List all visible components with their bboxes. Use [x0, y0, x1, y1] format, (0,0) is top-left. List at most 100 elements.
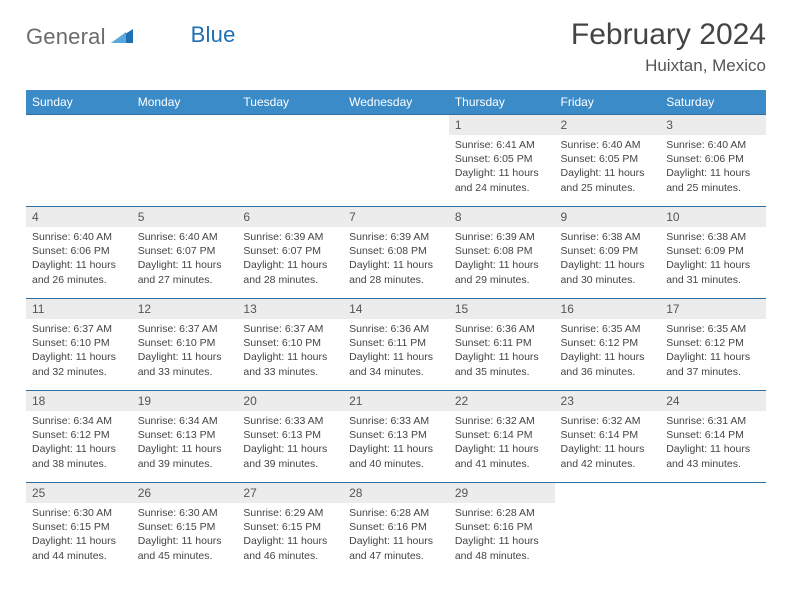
calendar-day-cell: . [237, 115, 343, 207]
day-number: 18 [26, 391, 132, 411]
day-number: 17 [660, 299, 766, 319]
calendar-day-cell: 13Sunrise: 6:37 AMSunset: 6:10 PMDayligh… [237, 299, 343, 391]
sunrise-text: Sunrise: 6:40 AM [138, 230, 232, 244]
day-number: 8 [449, 207, 555, 227]
day-info: Sunrise: 6:34 AMSunset: 6:12 PMDaylight:… [26, 411, 132, 475]
sunset-text: Sunset: 6:14 PM [561, 428, 655, 442]
sunset-text: Sunset: 6:16 PM [349, 520, 443, 534]
sunset-text: Sunset: 6:05 PM [455, 152, 549, 166]
day-info: Sunrise: 6:33 AMSunset: 6:13 PMDaylight:… [343, 411, 449, 475]
calendar-day-cell: 16Sunrise: 6:35 AMSunset: 6:12 PMDayligh… [555, 299, 661, 391]
day-number: 20 [237, 391, 343, 411]
daylight-text: Daylight: 11 hours and 26 minutes. [32, 258, 126, 286]
title-block: February 2024 Huixtan, Mexico [571, 18, 766, 76]
sunset-text: Sunset: 6:08 PM [349, 244, 443, 258]
day-of-week-header: Sunday Monday Tuesday Wednesday Thursday… [26, 90, 766, 115]
sunset-text: Sunset: 6:07 PM [243, 244, 337, 258]
sunrise-text: Sunrise: 6:30 AM [32, 506, 126, 520]
sunset-text: Sunset: 6:10 PM [138, 336, 232, 350]
day-info: Sunrise: 6:31 AMSunset: 6:14 PMDaylight:… [660, 411, 766, 475]
daylight-text: Daylight: 11 hours and 45 minutes. [138, 534, 232, 562]
sunrise-text: Sunrise: 6:34 AM [32, 414, 126, 428]
day-info: Sunrise: 6:36 AMSunset: 6:11 PMDaylight:… [449, 319, 555, 383]
calendar-week-row: 11Sunrise: 6:37 AMSunset: 6:10 PMDayligh… [26, 299, 766, 391]
sunrise-text: Sunrise: 6:37 AM [32, 322, 126, 336]
calendar-day-cell: 8Sunrise: 6:39 AMSunset: 6:08 PMDaylight… [449, 207, 555, 299]
sunset-text: Sunset: 6:08 PM [455, 244, 549, 258]
brand-name-1: General [26, 24, 106, 50]
day-number: 25 [26, 483, 132, 503]
sunset-text: Sunset: 6:13 PM [243, 428, 337, 442]
calendar-day-cell: 28 Sunrise: 6:28 AMSunset: 6:16 PMDayligh… [343, 483, 449, 575]
daylight-text: Daylight: 11 hours and 47 minutes. [349, 534, 443, 562]
daylight-text: Daylight: 11 hours and 29 minutes. [455, 258, 549, 286]
sunset-text: Sunset: 6:12 PM [666, 336, 760, 350]
day-number: 1 [449, 115, 555, 135]
day-number: 26 [132, 483, 238, 503]
sunset-text: Sunset: 6:06 PM [32, 244, 126, 258]
day-info: Sunrise: 6:28 AMSunset: 6:16 PMDaylight:… [449, 503, 555, 567]
day-info: Sunrise: 6:39 AMSunset: 6:08 PMDaylight:… [449, 227, 555, 291]
calendar-day-cell: 2Sunrise: 6:40 AMSunset: 6:05 PMDaylight… [555, 115, 661, 207]
sunset-text: Sunset: 6:14 PM [455, 428, 549, 442]
calendar-day-cell: 29Sunrise: 6:28 AMSunset: 6:16 PMDayligh… [449, 483, 555, 575]
sunrise-text: Sunrise: 6:34 AM [138, 414, 232, 428]
sunrise-text: Sunrise: 6:37 AM [243, 322, 337, 336]
daylight-text: Daylight: 11 hours and 25 minutes. [666, 166, 760, 194]
calendar-day-cell: . [26, 115, 132, 207]
sunset-text: Sunset: 6:11 PM [455, 336, 549, 350]
sunrise-text: Sunrise: 6:40 AM [561, 138, 655, 152]
day-number: 21 [343, 391, 449, 411]
day-number: 11 [26, 299, 132, 319]
sunrise-text: Sunrise: 6:35 AM [561, 322, 655, 336]
day-info: Sunrise: 6:39 AMSunset: 6:07 PMDaylight:… [237, 227, 343, 291]
sunrise-text: Sunrise: 6:29 AM [243, 506, 337, 520]
calendar-day-cell: 21Sunrise: 6:33 AMSunset: 6:13 PMDayligh… [343, 391, 449, 483]
day-number: 4 [26, 207, 132, 227]
day-number: 10 [660, 207, 766, 227]
dow-sunday: Sunday [26, 90, 132, 115]
dow-tuesday: Tuesday [237, 90, 343, 115]
day-info: Sunrise: 6:36 AMSunset: 6:11 PMDaylight:… [343, 319, 449, 383]
calendar-day-cell: . [343, 115, 449, 207]
sunrise-text: Sunrise: 6:31 AM [666, 414, 760, 428]
day-number: 28 [343, 483, 449, 503]
calendar-day-cell: 5Sunrise: 6:40 AMSunset: 6:07 PMDaylight… [132, 207, 238, 299]
sunset-text: Sunset: 6:13 PM [138, 428, 232, 442]
calendar-week-row: 4Sunrise: 6:40 AMSunset: 6:06 PMDaylight… [26, 207, 766, 299]
brand-name-2: Blue [191, 22, 236, 48]
sunrise-text: Sunrise: 6:33 AM [349, 414, 443, 428]
sunrise-text: Sunrise: 6:30 AM [138, 506, 232, 520]
sunset-text: Sunset: 6:15 PM [243, 520, 337, 534]
sunrise-text: Sunrise: 6:35 AM [666, 322, 760, 336]
day-number: 6 [237, 207, 343, 227]
daylight-text: Daylight: 11 hours and 34 minutes. [349, 350, 443, 378]
daylight-text: Daylight: 11 hours and 48 minutes. [455, 534, 549, 562]
day-number: 24 [660, 391, 766, 411]
dow-friday: Friday [555, 90, 661, 115]
sunrise-text: Sunrise: 6:41 AM [455, 138, 549, 152]
sunrise-text: Sunrise: 6:28 AM [455, 506, 549, 520]
day-info: Sunrise: 6:37 AMSunset: 6:10 PMDaylight:… [26, 319, 132, 383]
sunset-text: Sunset: 6:12 PM [32, 428, 126, 442]
daylight-text: Daylight: 11 hours and 43 minutes. [666, 442, 760, 470]
daylight-text: Daylight: 11 hours and 46 minutes. [243, 534, 337, 562]
sunset-text: Sunset: 6:15 PM [138, 520, 232, 534]
calendar-day-cell: 24Sunrise: 6:31 AMSunset: 6:14 PMDayligh… [660, 391, 766, 483]
calendar-day-cell: 18Sunrise: 6:34 AMSunset: 6:12 PMDayligh… [26, 391, 132, 483]
daylight-text: Daylight: 11 hours and 24 minutes. [455, 166, 549, 194]
sunrise-text: Sunrise: 6:38 AM [561, 230, 655, 244]
sunrise-text: Sunrise: 6:40 AM [666, 138, 760, 152]
day-info: Sunrise: 6:30 AMSunset: 6:15 PMDaylight:… [26, 503, 132, 567]
daylight-text: Daylight: 11 hours and 31 minutes. [666, 258, 760, 286]
day-info: Sunrise: 6:37 AMSunset: 6:10 PMDaylight:… [132, 319, 238, 383]
day-info: Sunrise: 6:30 AMSunset: 6:15 PMDaylight:… [132, 503, 238, 567]
daylight-text: Daylight: 11 hours and 42 minutes. [561, 442, 655, 470]
location-label: Huixtan, Mexico [571, 56, 766, 76]
day-info: Sunrise: 6:38 AMSunset: 6:09 PMDaylight:… [555, 227, 661, 291]
sunrise-text: Sunrise: 6:40 AM [32, 230, 126, 244]
dow-monday: Monday [132, 90, 238, 115]
sunrise-text: Sunrise: 6:28 AM [349, 506, 443, 520]
sunrise-text: Sunrise: 6:33 AM [243, 414, 337, 428]
day-number: 2 [555, 115, 661, 135]
